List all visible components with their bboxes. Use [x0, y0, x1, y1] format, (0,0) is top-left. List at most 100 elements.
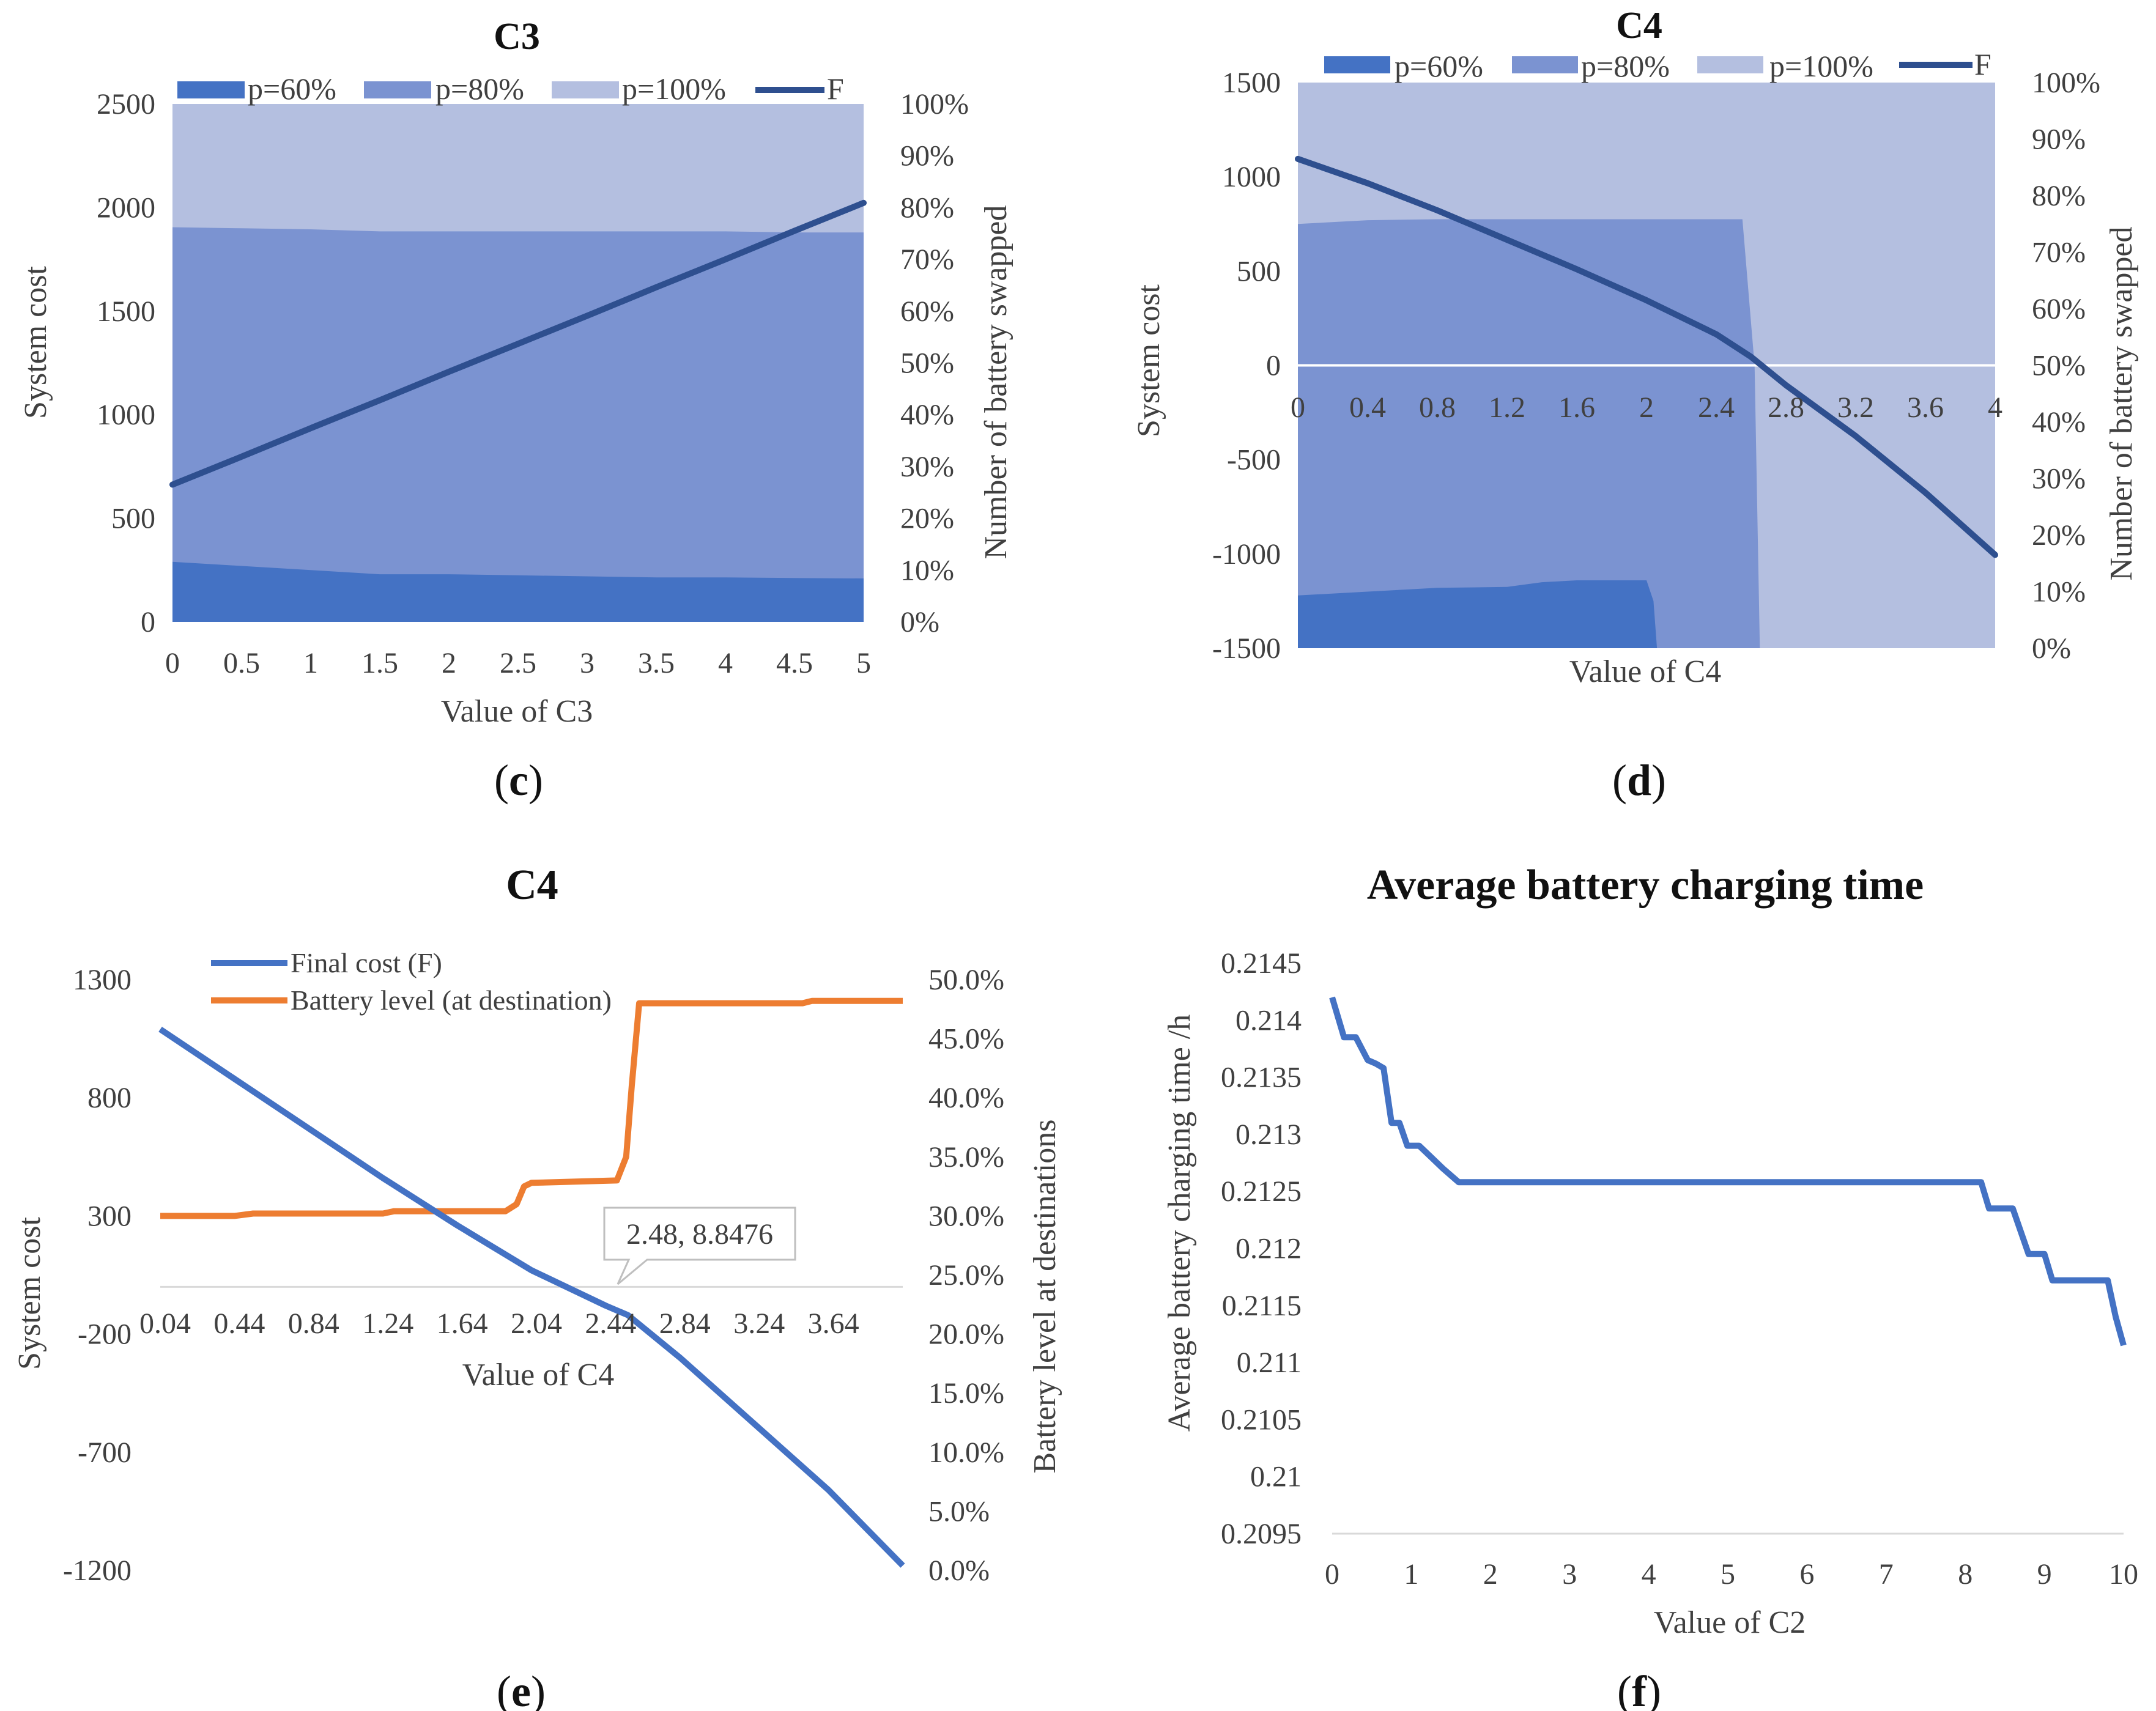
panel-f-caption-letter: f: [1632, 1667, 1647, 1711]
panel-d-area-p80: [1298, 219, 1995, 648]
panel-c-x-tick-label: 3.5: [638, 647, 675, 679]
panel-e-y2-tick-label: 30.0%: [928, 1200, 1004, 1232]
panel-c-y2-tick-label: 50%: [900, 347, 954, 380]
panel-f-caption: (f): [1617, 1667, 1661, 1711]
panel-d-x-tick-label: 2.8: [1768, 391, 1804, 424]
panel-c-y-axis-title: System cost: [18, 266, 53, 419]
panel-f-title: Average battery charging time: [1367, 862, 1924, 909]
panel-c-legend-swatch-p100: [552, 81, 619, 98]
panel-d-x-tick-label: 2: [1639, 391, 1654, 424]
panel-f-y-tick-label: 0.2135: [1221, 1062, 1302, 1094]
panel-f-x-tick-label: 9: [2037, 1558, 2052, 1591]
panel-d-x-tick-label: 4: [1988, 391, 2002, 424]
panel-f-y-tick-label: 0.2105: [1221, 1403, 1302, 1436]
panel-e-y-axis-title: System cost: [12, 1217, 47, 1370]
panel-d-y2-tick-label: 20%: [2032, 519, 2086, 552]
panel-f-x-tick-label: 7: [1879, 1558, 1894, 1591]
panel-d-x-tick-label: 0.8: [1419, 391, 1456, 424]
panel-e-y2-tick-label: 10.0%: [928, 1436, 1004, 1469]
panel-e-y2-tick-label: 40.0%: [928, 1082, 1004, 1114]
panel-c-y2-tick-label: 20%: [900, 503, 954, 535]
panel-e-y-tick-label: 1300: [73, 964, 132, 996]
panel-e-y2-axis: 0.0% 5.0% 10.0% 15.0% 20.0% 25.0% 30.0% 35.0% 40…: [928, 964, 1004, 1587]
panel-e-annotation: 2.48, 8.8476: [603, 1207, 796, 1285]
panel-d-y2-tick-label: 30%: [2032, 463, 2086, 495]
panel-f-x-tick-label: 1: [1404, 1558, 1418, 1591]
panel-d-legend-swatch-p60: [1324, 56, 1390, 73]
panel-c-x-tick-label: 1.5: [361, 647, 398, 679]
panel-c-x-tick-label: 0: [165, 647, 180, 679]
panel-c-title: C3: [494, 16, 540, 57]
panel-c-x-tick-label: 2.5: [500, 647, 536, 679]
panel-e-y2-tick-label: 15.0%: [928, 1377, 1004, 1410]
panel-d-y2-tick-label: 60%: [2032, 293, 2086, 325]
panel-e-y-tick-label: 300: [87, 1200, 132, 1232]
panel-d-y-tick-label: 500: [1237, 255, 1281, 287]
panel-e-y2-tick-label: 45.0%: [928, 1023, 1004, 1055]
panel-d-y2-tick-label: 10%: [2032, 576, 2086, 608]
panel-f-x-axis-title: Value of C2: [1654, 1605, 1806, 1640]
panel-c-x-tick-label: 2: [442, 647, 456, 679]
panel-f-plot-area: [1329, 996, 2127, 1535]
panel-d-caption: (d): [1612, 756, 1666, 805]
panel-e-legend-label-battery-level: Battery level (at destination): [291, 985, 612, 1016]
panel-d-y-tick-label: 1500: [1222, 67, 1281, 99]
panel-f-x-tick-label: 8: [1958, 1558, 1973, 1591]
panel-d-x-tick-label: 3.6: [1907, 391, 1944, 424]
panel-e-y-tick-label: -200: [78, 1318, 132, 1351]
panel-c-y2-tick-label: 10%: [900, 554, 954, 586]
panel-d-y-tick-label: 0: [1266, 350, 1281, 382]
panel-e-y2-tick-label: 5.0%: [928, 1495, 990, 1528]
panel-d-y-tick-label: -500: [1227, 444, 1281, 476]
panel-c-y2-tick-label: 70%: [900, 243, 954, 276]
panel-c-plot-area: [169, 104, 867, 623]
panel-c-x-tick-label: 5: [856, 647, 871, 679]
panel-f-x-tick-label: 3: [1562, 1558, 1577, 1591]
panel-e-x-tick-label: 1.24: [362, 1307, 413, 1340]
panel-c-y2-tick-label: 60%: [900, 295, 954, 328]
panel-d-series-F: [1295, 155, 1998, 558]
panel-f-x-axis: 0 1 2 3 4 5 6 7 8 9 10: [1325, 1558, 2138, 1591]
panel-e-x-axis: 0.04 0.44 0.84 1.24 1.64 2.04 2.44 2.84 3.24 3.64: [139, 1307, 859, 1340]
panel-e-title: C4: [506, 862, 558, 909]
panel-e-y2-tick-label: 35.0%: [928, 1141, 1004, 1173]
panel-c-y-tick-label: 0: [141, 606, 155, 638]
panel-d-x-tick-label: 0.4: [1349, 391, 1386, 424]
panel-d-y2-tick-label: 40%: [2032, 406, 2086, 438]
panel-d-x-tick-label: 1.2: [1489, 391, 1525, 424]
panel-c-x-axis: 0 0.5 1 1.5 2 2.5 3 3.5 4 4.5 5: [165, 647, 871, 679]
panel-f-x-tick-label: 6: [1799, 1558, 1814, 1591]
panel-f-y-tick-label: 0.2125: [1221, 1175, 1302, 1208]
panel-c-y-tick-label: 2000: [97, 191, 155, 224]
panel-d-legend-label-p80: p=80%: [1581, 49, 1670, 83]
panel-f-y-tick-label: 0.2095: [1221, 1518, 1302, 1550]
panel-c-area-p60: [172, 561, 864, 622]
panel-e-y-tick-label: -700: [78, 1436, 132, 1469]
panel-c-legend-swatch-p80: [364, 81, 431, 98]
panel-d-y2-tick-label: 80%: [2032, 180, 2086, 212]
panel-c-y2-tick-label: 100%: [900, 88, 969, 120]
panel-e-caption: (e): [497, 1667, 546, 1711]
panel-d-legend-swatch-p80: [1512, 56, 1578, 73]
panel-d-y2-tick-label: 90%: [2032, 124, 2086, 156]
panel-e-x-tick-label: 2.84: [659, 1307, 711, 1340]
panel-e-y2-tick-label: 25.0%: [928, 1259, 1004, 1292]
panel-f-x-tick-label: 4: [1642, 1558, 1656, 1591]
panel-e-x-tick-label: 2.44: [585, 1307, 636, 1340]
panel-f-x-tick-label: 10: [2109, 1558, 2138, 1591]
panel-e-annotation-label: 2.48, 8.8476: [626, 1218, 773, 1251]
panel-f-y-tick-label: 0.211: [1237, 1347, 1302, 1379]
panel-d-x-tick-label: 0: [1291, 391, 1305, 424]
panel-d-chart: C4 -1500 -1000 -500 0 500 1000 1500 0% 10% 20% 30…: [1132, 5, 2139, 805]
panel-d-y-tick-label: -1500: [1212, 632, 1281, 665]
panel-c-legend-label-p100: p=100%: [622, 72, 726, 106]
panel-d-title: C4: [1616, 5, 1662, 46]
panel-d-y-axis: -1500 -1000 -500 0 500 1000 1500: [1212, 67, 1281, 665]
panel-e-series-battery-level: [160, 997, 903, 1219]
panel-c-y-tick-label: 1500: [97, 295, 155, 328]
panel-c-y2-tick-label: 40%: [900, 399, 954, 431]
panel-f-y-tick-label: 0.21: [1250, 1461, 1302, 1493]
panel-d-legend-label-p100: p=100%: [1769, 49, 1873, 83]
panel-e-x-tick-label: 3.64: [808, 1307, 859, 1340]
